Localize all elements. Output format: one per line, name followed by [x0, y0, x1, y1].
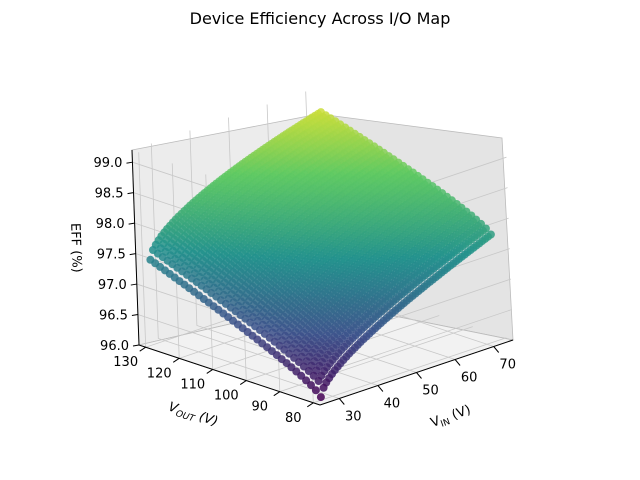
y-tick-label: 100: [214, 389, 239, 404]
y-tick-label: 90: [252, 400, 269, 415]
z-axis-line: [131, 149, 140, 346]
z-tick-mark: [129, 253, 136, 256]
z-tick-label: 98.0: [96, 217, 125, 232]
z-tick-label: 98.5: [95, 187, 124, 202]
x-tick-label: 70: [499, 358, 516, 373]
y-tick-label: 80: [285, 411, 302, 426]
x-axis-label: VIN (V): [429, 403, 474, 433]
z-tick-mark: [126, 161, 133, 164]
z-tick-mark: [127, 192, 134, 195]
z-tick-mark: [128, 222, 135, 225]
data-point: [309, 371, 318, 380]
y-tick-label: 120: [147, 366, 172, 381]
y-axis-line: [138, 344, 321, 406]
x-tick-mark: [454, 359, 461, 366]
x-tick-label: 50: [422, 384, 439, 399]
x-tick-mark: [416, 372, 422, 379]
z-tick-label: 97.5: [97, 248, 126, 263]
x-tick-mark: [493, 346, 500, 353]
x-tick-label: 60: [461, 371, 478, 386]
x-tick-mark: [377, 385, 384, 392]
y-tick-mark: [239, 380, 247, 385]
y-tick-mark: [172, 357, 180, 363]
y-tick-mark: [139, 346, 146, 352]
z-tick-label: 97.0: [98, 278, 127, 293]
z-tick-label: 99.0: [93, 156, 122, 171]
y-tick-mark: [206, 369, 214, 374]
x-tick-mark: [338, 398, 345, 405]
data-point: [311, 386, 320, 395]
y-axis-label: VOUT (V): [166, 400, 220, 432]
data-point: [316, 393, 325, 402]
z-tick-mark: [132, 344, 140, 347]
z-tick-label: 96.5: [99, 309, 128, 324]
y-tick-mark: [273, 391, 281, 397]
chart-title: Device Efficiency Across I/O Map: [190, 9, 451, 28]
z-tick-label: 96.0: [100, 339, 129, 354]
data-point: [314, 377, 323, 385]
z-tick-mark: [130, 283, 137, 286]
scatter-points: [146, 108, 495, 402]
x-tick-label: 40: [384, 397, 401, 412]
z-tick-mark: [131, 314, 138, 317]
data-point: [304, 367, 313, 375]
y-tick-label: 130: [113, 355, 138, 370]
data-point: [319, 383, 328, 392]
z-axis-label: EFF (%): [67, 223, 84, 273]
y-tick-mark: [307, 402, 314, 408]
y-tick-label: 110: [180, 377, 205, 392]
data-point: [307, 381, 315, 390]
x-tick-label: 30: [345, 410, 362, 425]
